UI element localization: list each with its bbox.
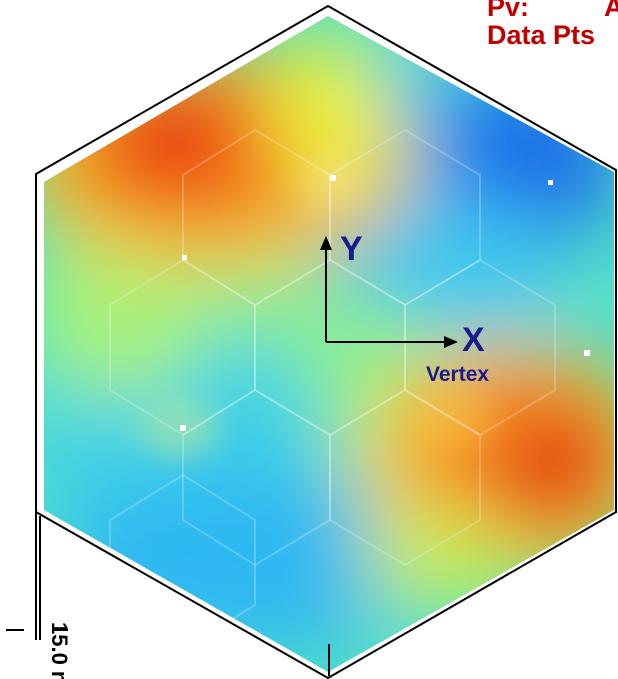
data-speck bbox=[548, 180, 553, 185]
data-speck bbox=[180, 425, 186, 431]
y-axis-label: Y bbox=[340, 230, 363, 268]
origin-label: Vertex bbox=[426, 363, 490, 386]
data-pts-label: Data Pts bbox=[487, 20, 596, 50]
pv-value: A bbox=[604, 0, 618, 22]
pv-label: Pv: bbox=[487, 0, 530, 22]
x-axis-label: X bbox=[462, 321, 485, 359]
data-speck bbox=[182, 255, 187, 260]
scale-bar-label: 15.0 mm bbox=[47, 622, 72, 679]
x-axis-arrow-icon bbox=[444, 336, 458, 348]
data-speck bbox=[584, 350, 590, 356]
y-axis-arrow-icon bbox=[320, 236, 332, 250]
data-speck bbox=[330, 175, 336, 181]
scale-bar bbox=[6, 512, 68, 640]
coordinate-axes bbox=[320, 236, 458, 348]
hexagon-outline bbox=[35, 4, 617, 679]
